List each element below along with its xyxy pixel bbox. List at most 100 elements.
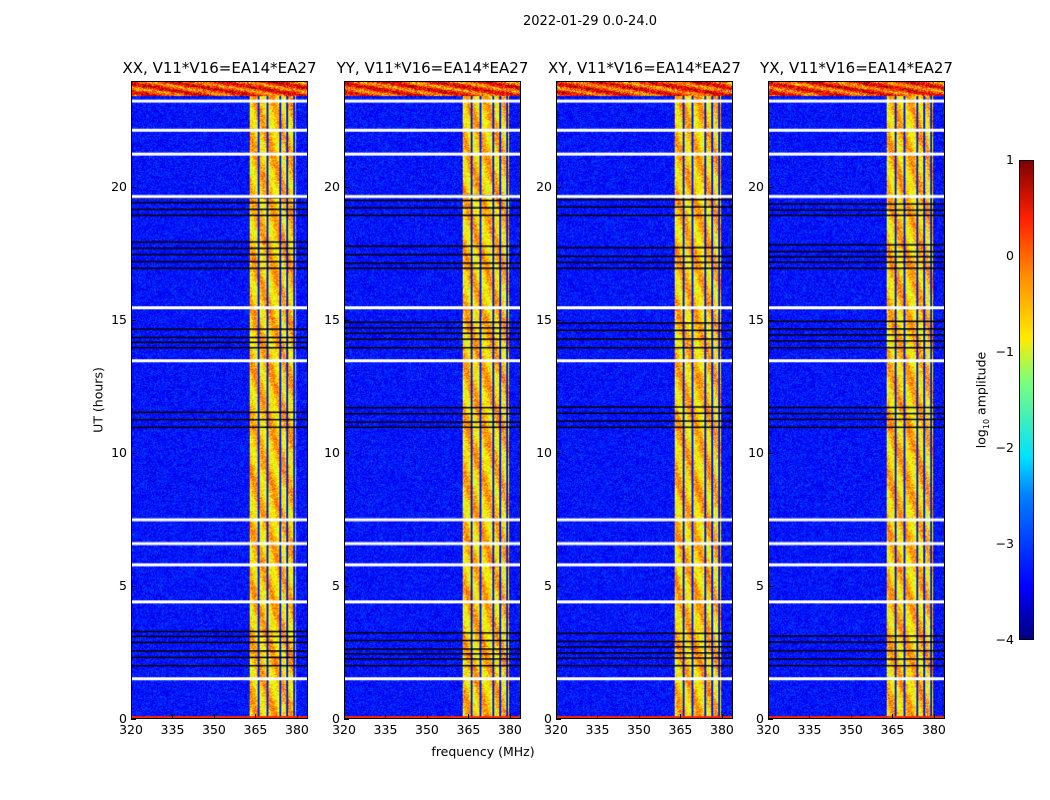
y-tick-mark	[344, 586, 349, 588]
x-tick-label: 350	[627, 722, 651, 737]
x-axis-label: frequency (MHz)	[431, 744, 535, 759]
colorbar-tick-label: −3	[995, 536, 1014, 551]
y-tick-label: 20	[748, 179, 764, 195]
y-tick-label: 10	[324, 445, 340, 461]
y-tick-label: 0	[332, 711, 340, 726]
x-tick-label: 350	[839, 722, 863, 737]
x-tick-label: 380	[922, 722, 946, 737]
x-tick-mark	[344, 714, 345, 719]
x-tick-mark	[172, 714, 174, 719]
colorbar-tick-label: 0	[1006, 248, 1014, 263]
colorbar-tick-label: −4	[995, 632, 1014, 647]
x-tick-label: 365	[880, 722, 905, 737]
x-tick-mark	[768, 714, 769, 719]
y-tick-mark	[344, 187, 349, 189]
y-tick-label: 0	[119, 711, 127, 726]
x-tick-mark	[131, 714, 132, 719]
x-tick-mark	[680, 714, 682, 719]
y-tick-label: 0	[756, 711, 764, 726]
y-tick-label: 15	[324, 312, 340, 328]
x-tick-label: 335	[797, 722, 822, 737]
y-tick-mark	[344, 453, 349, 455]
x-tick-label: 365	[668, 722, 693, 737]
heatmap-canvas	[132, 82, 307, 718]
x-tick-mark	[809, 714, 811, 719]
x-tick-mark	[892, 714, 894, 719]
x-tick-mark	[509, 714, 511, 719]
x-tick-mark	[255, 714, 257, 719]
y-tick-mark	[131, 320, 136, 322]
x-tick-label: 365	[243, 722, 268, 737]
heatmap-canvas	[769, 82, 944, 718]
x-tick-mark	[468, 714, 470, 719]
y-tick-mark	[556, 320, 561, 322]
x-tick-mark	[296, 714, 298, 719]
y-tick-label: 0	[544, 711, 552, 726]
y-tick-label: 10	[536, 445, 552, 461]
x-tick-label: 320	[544, 722, 568, 737]
y-tick-mark	[768, 320, 773, 322]
y-tick-mark	[131, 187, 136, 189]
y-tick-mark	[131, 719, 136, 720]
x-tick-label: 350	[202, 722, 226, 737]
x-tick-mark	[597, 714, 599, 719]
colorbar	[1019, 160, 1034, 640]
colorbar-label: log10 amplitude	[973, 351, 991, 449]
x-tick-mark	[426, 714, 428, 719]
x-tick-label: 320	[756, 722, 780, 737]
y-tick-mark	[768, 719, 773, 720]
y-tick-label: 5	[332, 578, 340, 594]
colorbar-tick-label: 1	[1006, 152, 1014, 167]
y-tick-label: 10	[111, 445, 127, 461]
y-tick-label: 15	[748, 312, 764, 328]
panel-title: YX, V11*V16=EA14*EA27	[760, 59, 953, 77]
colorbar-tick-label: −1	[995, 344, 1014, 359]
y-tick-mark	[556, 453, 561, 455]
x-tick-label: 320	[119, 722, 143, 737]
x-tick-label: 350	[415, 722, 439, 737]
figure-title: 2022-01-29 0.0-24.0	[523, 14, 657, 29]
x-tick-label: 380	[498, 722, 522, 737]
x-tick-mark	[213, 714, 215, 719]
y-tick-mark	[768, 187, 773, 189]
y-tick-label: 20	[324, 179, 340, 195]
y-tick-label: 10	[748, 445, 764, 461]
x-tick-mark	[933, 714, 935, 719]
x-tick-label: 380	[285, 722, 309, 737]
x-tick-mark	[721, 714, 723, 719]
x-tick-mark	[638, 714, 640, 719]
y-tick-mark	[131, 453, 136, 455]
x-tick-mark	[385, 714, 387, 719]
heatmap-panel	[344, 81, 521, 719]
y-tick-mark	[556, 586, 561, 588]
heatmap-canvas	[557, 82, 732, 718]
panel-title: XY, V11*V16=EA14*EA27	[548, 59, 741, 77]
x-tick-label: 320	[332, 722, 356, 737]
x-tick-label: 335	[160, 722, 185, 737]
y-tick-label: 5	[119, 578, 127, 594]
x-tick-label: 380	[710, 722, 734, 737]
heatmap-panel	[131, 81, 308, 719]
heatmap-panel	[556, 81, 733, 719]
colorbar-tick-label: −2	[995, 440, 1014, 455]
y-tick-mark	[131, 586, 136, 588]
y-tick-mark	[344, 719, 349, 720]
y-tick-mark	[556, 187, 561, 189]
y-tick-label: 5	[756, 578, 764, 594]
y-tick-label: 15	[111, 312, 127, 328]
panel-title: XX, V11*V16=EA14*EA27	[122, 59, 317, 77]
heatmap-canvas	[345, 82, 520, 718]
x-tick-mark	[556, 714, 557, 719]
y-tick-mark	[344, 320, 349, 322]
x-tick-mark	[850, 714, 852, 719]
panel-title: YY, V11*V16=EA14*EA27	[336, 59, 529, 77]
x-tick-label: 365	[456, 722, 481, 737]
x-tick-label: 335	[585, 722, 610, 737]
y-tick-label: 20	[111, 179, 127, 195]
y-tick-mark	[556, 719, 561, 720]
y-tick-label: 20	[536, 179, 552, 195]
heatmap-panel	[768, 81, 945, 719]
y-tick-label: 15	[536, 312, 552, 328]
x-tick-label: 335	[373, 722, 398, 737]
